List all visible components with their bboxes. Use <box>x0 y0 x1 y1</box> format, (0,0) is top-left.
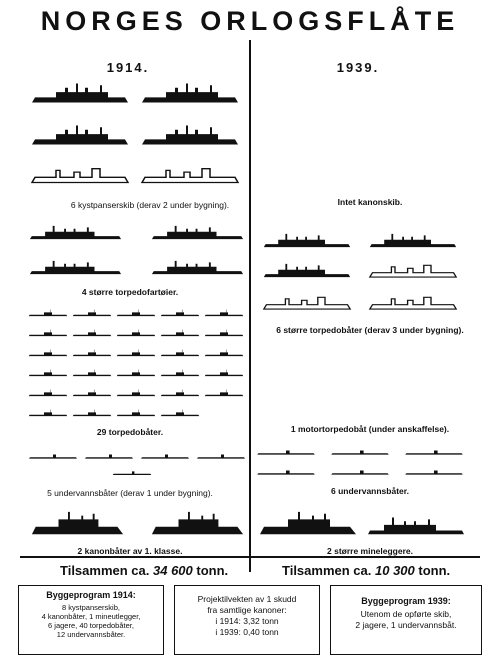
ship-torpedobat <box>28 404 68 418</box>
ship-torpedofartoy <box>150 255 245 277</box>
ship-minelegger <box>366 510 466 538</box>
ship-torpedobat <box>28 364 68 378</box>
ship-undervannsbat-1939 <box>256 463 316 477</box>
total-1914-value: 34 600 <box>153 563 193 578</box>
byggeprogram-1914-line: 4 kanonbåter, 1 mineutlegger, <box>41 612 141 621</box>
ship-torpedobat <box>72 344 112 358</box>
ship-torpedobat <box>28 384 68 398</box>
byggeprogram-1914-line: 8 kystpanserskib, <box>62 603 120 612</box>
caption-mineleggere: 2 større mineleggere. <box>327 546 413 556</box>
ship-undervannsbat <box>140 447 190 461</box>
total-1914-unit: tonn. <box>196 563 229 578</box>
ship-torpedobat <box>116 384 156 398</box>
ship-torpedobat <box>116 324 156 338</box>
projektilvekten-line: fra samtlige kanoner: <box>207 605 287 615</box>
ship-torpedobat-1939 <box>368 228 458 250</box>
ship-undervannsbat-1939 <box>404 463 464 477</box>
ship-torpedobat <box>116 304 156 318</box>
ship-torpedobat-1939-under-construction <box>262 290 352 312</box>
byggeprogram-1939-line: 2 jagere, 1 undervannsbåt. <box>355 620 457 630</box>
total-1914: Tilsammen ca. 34 600 tonn. <box>60 563 228 578</box>
byggeprogram-1939-title: Byggeprogram 1939: <box>361 596 451 606</box>
ship-torpedobat <box>72 364 112 378</box>
byggeprogram-1914-box: Byggeprogram 1914: 8 kystpanserskib, 4 k… <box>18 585 164 655</box>
ship-torpedobat <box>204 304 244 318</box>
ship-torpedobat <box>72 404 112 418</box>
ship-torpedobat <box>72 304 112 318</box>
projektilvekten-box: Projektilvekten av 1 skudd fra samtlige … <box>174 585 320 655</box>
total-1939-value: 10 300 <box>375 563 415 578</box>
projektilvekten-line: Projektilvekten av 1 skudd <box>197 594 297 604</box>
ship-undervannsbat <box>84 447 134 461</box>
ship-torpedobat <box>116 404 156 418</box>
caption-undervannsbater-1914: 5 undervannsbåter (derav 1 under bygning… <box>47 488 213 498</box>
total-1939-unit: tonn. <box>418 563 451 578</box>
totals-rule <box>20 556 480 558</box>
ship-undervannsbat-1939 <box>330 463 390 477</box>
total-1939-prefix: Tilsammen ca. <box>282 563 372 578</box>
total-1914-prefix: Tilsammen ca. <box>60 563 150 578</box>
byggeprogram-1914-title: Byggeprogram 1914: <box>46 590 136 600</box>
ship-torpedobat <box>204 324 244 338</box>
ship-torpedobat <box>204 384 244 398</box>
caption-motortorpedobat: 1 motortorpedobåt (under anskaffelse). <box>290 424 450 434</box>
caption-torpedobater-1939: 6 større torpedobåter (derav 3 under byg… <box>276 325 464 335</box>
year-1939: 1939. <box>336 60 380 75</box>
ship-undervannsbat-under-construction <box>112 465 152 477</box>
ship-torpedobat <box>160 364 200 378</box>
ship-torpedobat <box>28 304 68 318</box>
ship-torpedobat <box>204 344 244 358</box>
ship-torpedobat <box>160 404 200 418</box>
ship-torpedofartoy <box>28 220 123 242</box>
ship-kystpanserskib-under-construction <box>140 160 240 186</box>
ship-torpedobat-1939-under-construction <box>368 258 458 280</box>
byggeprogram-1914-line: 12 undervannsbåter. <box>56 630 126 639</box>
ship-torpedobat <box>116 364 156 378</box>
ship-kystpanserskib <box>140 122 240 148</box>
total-1939: Tilsammen ca. 10 300 tonn. <box>282 563 450 578</box>
ship-undervannsbat-1939 <box>256 443 316 457</box>
ship-kanonbat <box>150 510 245 538</box>
caption-undervannsbater-1939: 6 undervannsbåter. <box>331 486 409 496</box>
ship-undervannsbat <box>28 447 78 461</box>
ship-torpedobat <box>72 324 112 338</box>
caption-torpedofartoier: 4 større torpedofartøier. <box>81 287 179 297</box>
ship-torpedobat <box>160 344 200 358</box>
byggeprogram-1939-line: Utenom de opførte skib, <box>360 609 452 619</box>
ship-torpedobat <box>116 344 156 358</box>
caption-torpedobater: 29 torpedobåter. <box>96 427 164 437</box>
column-divider <box>249 40 251 572</box>
projektilvekten-line: i 1914: 3,32 tonn <box>215 616 279 626</box>
ship-undervannsbat-1939 <box>404 443 464 457</box>
ship-torpedobat <box>72 384 112 398</box>
year-1914: 1914. <box>106 60 150 75</box>
byggeprogram-1914-line: 6 jagere, 40 torpedobåter, <box>48 621 134 630</box>
ship-kystpanserskib <box>140 80 240 106</box>
ship-torpedofartoy <box>150 220 245 242</box>
projektilvekten-line: i 1939: 0,40 tonn <box>215 627 279 637</box>
ship-kystpanserskib-under-construction <box>30 160 130 186</box>
ship-torpedofartoy <box>28 255 123 277</box>
ship-torpedobat <box>28 324 68 338</box>
ship-kystpanserskib <box>30 122 130 148</box>
caption-kanonskib: Intet kanonskib. <box>337 197 403 207</box>
caption-kanonbater: 2 kanonbåter av 1. klasse. <box>77 546 183 556</box>
ship-torpedobat-1939-under-construction <box>368 290 458 312</box>
ship-undervannsbat-1939 <box>330 443 390 457</box>
ship-kanonbat <box>30 510 125 538</box>
ship-torpedobat <box>160 324 200 338</box>
poster-title: NORGES ORLOGSFLÅTE <box>40 6 460 36</box>
ship-torpedobat <box>160 384 200 398</box>
ship-minelegger <box>258 510 358 538</box>
ship-torpedobat <box>204 364 244 378</box>
caption-kystpanserskib: 6 kystpanserskib (derav 2 under bygning)… <box>70 200 230 210</box>
ship-torpedobat-1939 <box>262 258 352 280</box>
ship-torpedobat-1939 <box>262 228 352 250</box>
ship-torpedobat <box>28 344 68 358</box>
ship-kystpanserskib <box>30 80 130 106</box>
ship-torpedobat <box>160 304 200 318</box>
byggeprogram-1939-box: Byggeprogram 1939: Utenom de opførte ski… <box>330 585 482 655</box>
ship-undervannsbat <box>196 447 246 461</box>
